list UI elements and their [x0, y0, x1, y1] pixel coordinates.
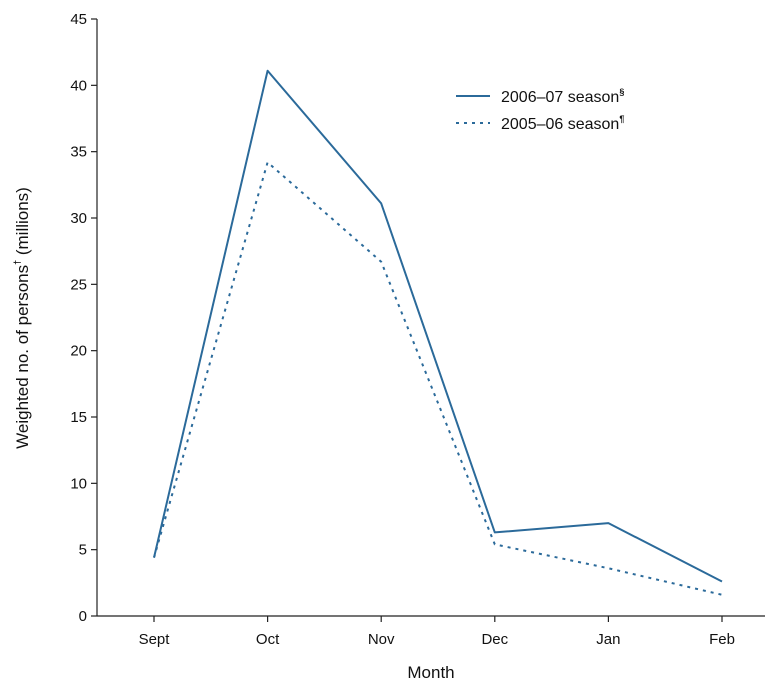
legend-label-sup: ¶ — [619, 114, 624, 124]
series-line-solid — [153, 69, 723, 583]
axes-layer — [96, 19, 765, 617]
y-tick-label: 25 — [70, 276, 87, 293]
legend: 2006–07 season§ 2005–06 season¶ — [456, 87, 624, 133]
y-axis-title-sup: † — [12, 260, 22, 265]
y-axis-title-suffix: (millions) — [13, 187, 32, 260]
y-axis-title-main: Weighted no. of persons — [13, 265, 32, 449]
legend-label-text: 2006–07 season — [501, 89, 619, 106]
y-tick-label: 30 — [70, 210, 87, 227]
legend-label: 2006–07 season§ — [501, 87, 624, 106]
x-tick-label: Sept — [139, 631, 171, 648]
y-tick-label: 5 — [79, 542, 87, 559]
y-tick-label: 15 — [70, 409, 87, 426]
x-tick-label: Feb — [709, 631, 735, 648]
y-tick-label: 45 — [70, 11, 87, 28]
legend-label: 2005–06 season¶ — [501, 114, 624, 133]
x-axis-title: Month — [407, 663, 454, 682]
y-tick-label: 10 — [70, 475, 87, 492]
x-tick-label: Oct — [256, 631, 280, 648]
y-tick-label: 20 — [70, 343, 87, 360]
y-tick-label: 40 — [70, 77, 87, 94]
legend-label-sup: § — [619, 87, 624, 97]
series-line-dotted — [153, 161, 723, 596]
series-layer — [153, 69, 723, 596]
x-tick-label: Dec — [481, 631, 508, 648]
y-axis-title: Weighted no. of persons† (millions) — [12, 187, 32, 449]
legend-label-text: 2005–06 season — [501, 116, 619, 133]
y-tick-label: 35 — [70, 144, 87, 161]
ticks-layer: 0 5 10 15 20 25 30 35 40 45 Sept Oct Nov Dec Jan Feb — [70, 11, 735, 648]
axis-titles: Month Weighted no. of persons† (millions… — [12, 187, 455, 682]
y-tick-label: 0 — [79, 608, 87, 625]
x-tick-label: Nov — [368, 631, 395, 648]
x-tick-label: Jan — [596, 631, 620, 648]
